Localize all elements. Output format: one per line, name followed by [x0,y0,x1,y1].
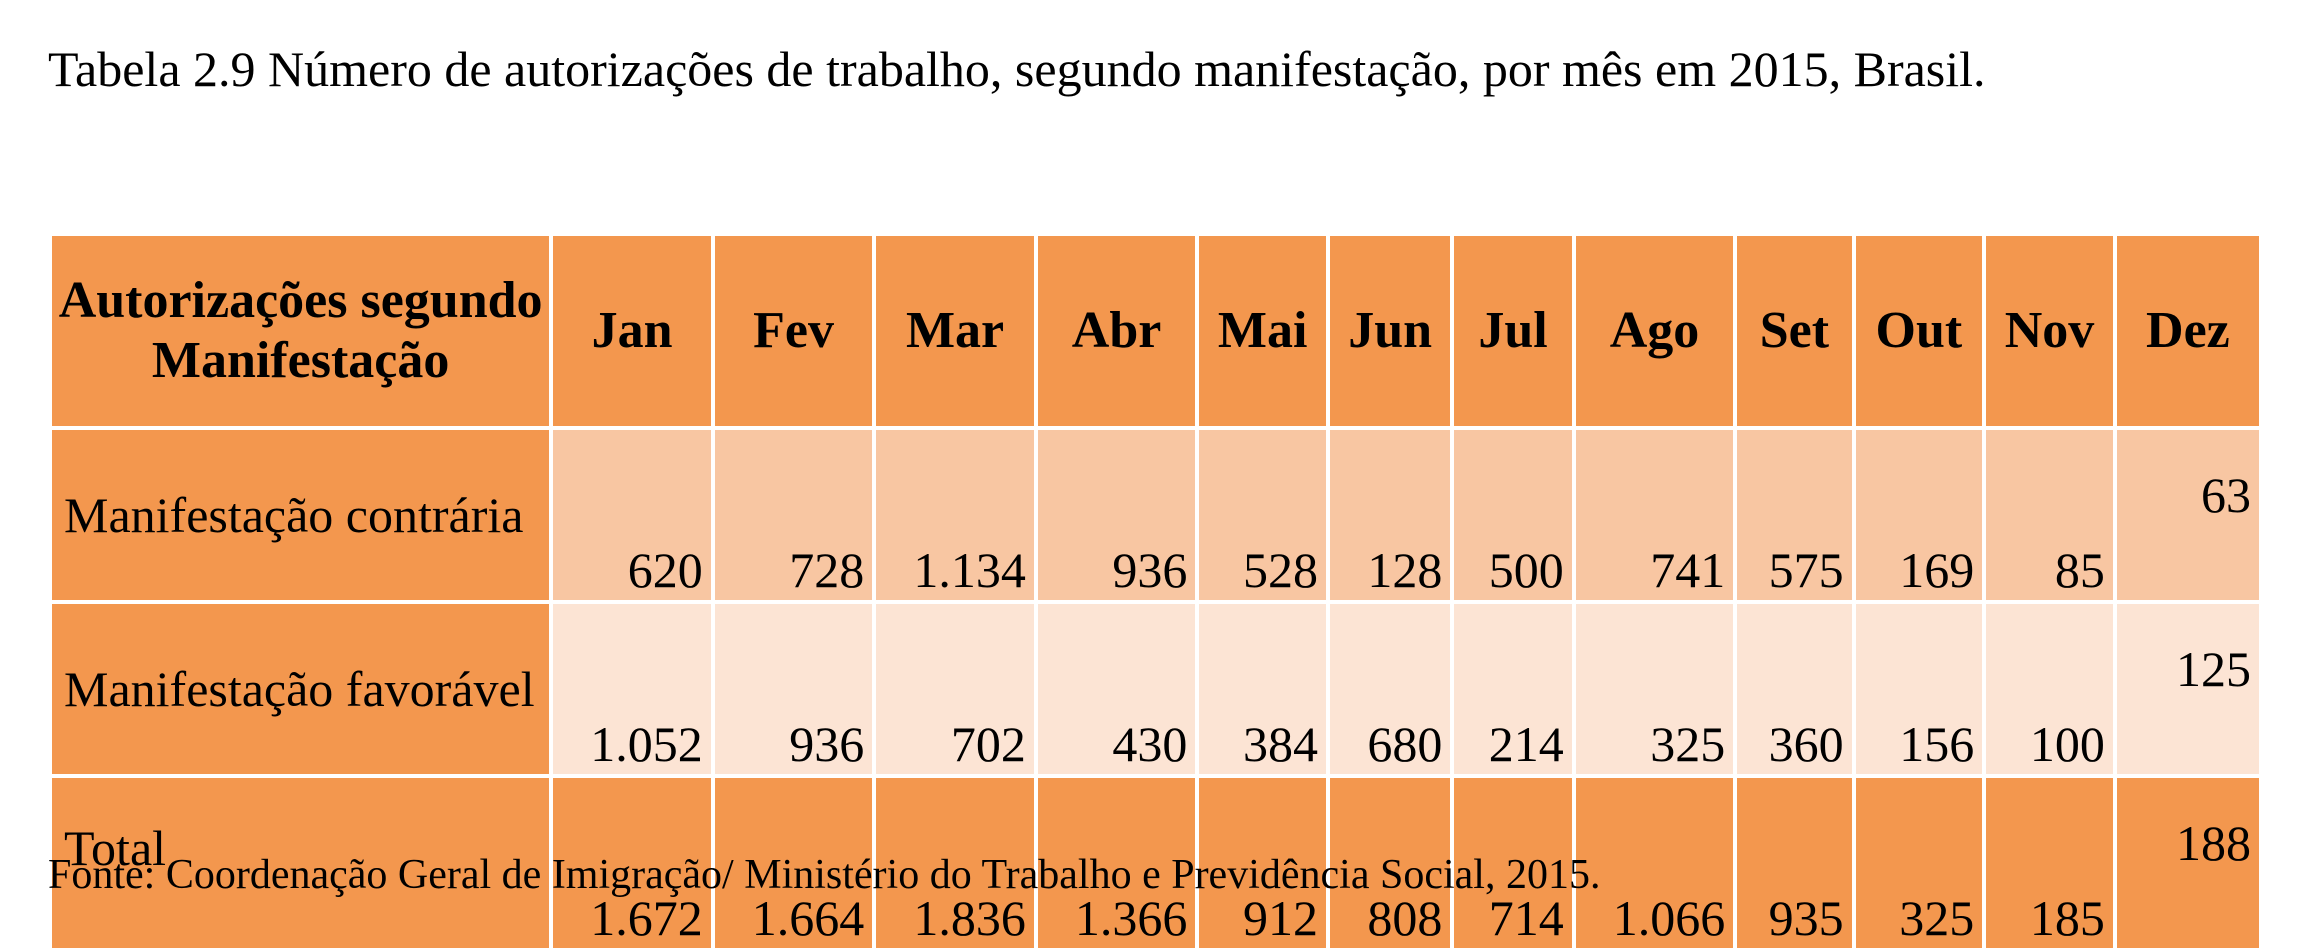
cell-total-nov: 185 [1986,778,2113,948]
cell-favoravel-abr: 430 [1037,604,1196,774]
table-header-row: Autorizações segundo Manifestação Jan Fe… [52,236,2259,426]
month-header-abr: Abr [1037,236,1196,426]
cell-favoravel-nov: 100 [1986,604,2113,774]
cell-favoravel-dez: 125 [2116,604,2259,774]
month-header-nov: Nov [1986,236,2113,426]
cell-favoravel-mar: 702 [876,604,1034,774]
month-header-jun: Jun [1329,236,1451,426]
cell-total-mai: 912 [1199,778,1326,948]
row-header-cell: Autorizações segundo Manifestação [52,236,550,426]
cell-favoravel-set: 360 [1737,604,1852,774]
cell-favoravel-ago: 325 [1575,604,1734,774]
cell-contraria-mai: 528 [1199,430,1326,600]
cell-contraria-nov: 85 [1986,430,2113,600]
cell-contraria-jul: 500 [1454,430,1572,600]
table-source-note: Fonte: Coordenação Geral de Imigração/ M… [48,852,1601,898]
cell-contraria-jun: 128 [1329,430,1451,600]
month-header-jan: Jan [553,236,711,426]
row-label-total: Total [52,778,550,948]
table-row-contraria: Manifestação contrária 620 728 1.134 936… [52,430,2259,600]
cell-contraria-ago: 741 [1575,430,1734,600]
cell-total-set: 935 [1737,778,1852,948]
month-header-mar: Mar [876,236,1034,426]
cell-contraria-dez: 63 [2116,430,2259,600]
month-header-ago: Ago [1575,236,1734,426]
month-header-fev: Fev [714,236,873,426]
month-header-jul: Jul [1454,236,1572,426]
row-label-favoravel: Manifestação favorável [52,604,550,774]
month-header-out: Out [1855,236,1983,426]
cell-favoravel-jul: 214 [1454,604,1572,774]
cell-contraria-set: 575 [1737,430,1852,600]
cell-contraria-abr: 936 [1037,430,1196,600]
month-header-mai: Mai [1199,236,1326,426]
cell-favoravel-jun: 680 [1329,604,1451,774]
cell-favoravel-mai: 384 [1199,604,1326,774]
cell-favoravel-jan: 1.052 [553,604,711,774]
table-row-favoravel: Manifestação favorável 1.052 936 702 430… [52,604,2259,774]
cell-total-dez: 188 [2116,778,2259,948]
cell-total-fev: 1.664 [714,778,873,948]
cell-contraria-fev: 728 [714,430,873,600]
cell-contraria-jan: 620 [553,430,711,600]
cell-total-out: 325 [1855,778,1983,948]
month-header-dez: Dez [2116,236,2259,426]
month-header-set: Set [1737,236,1852,426]
row-label-contraria: Manifestação contrária [52,430,550,600]
work-authorization-table: Autorizações segundo Manifestação Jan Fe… [48,232,2263,952]
cell-contraria-mar: 1.134 [876,430,1034,600]
cell-favoravel-out: 156 [1855,604,1983,774]
cell-favoravel-fev: 936 [714,604,873,774]
table-caption: Tabela 2.9 Número de autorizações de tra… [48,41,1986,97]
cell-contraria-out: 169 [1855,430,1983,600]
